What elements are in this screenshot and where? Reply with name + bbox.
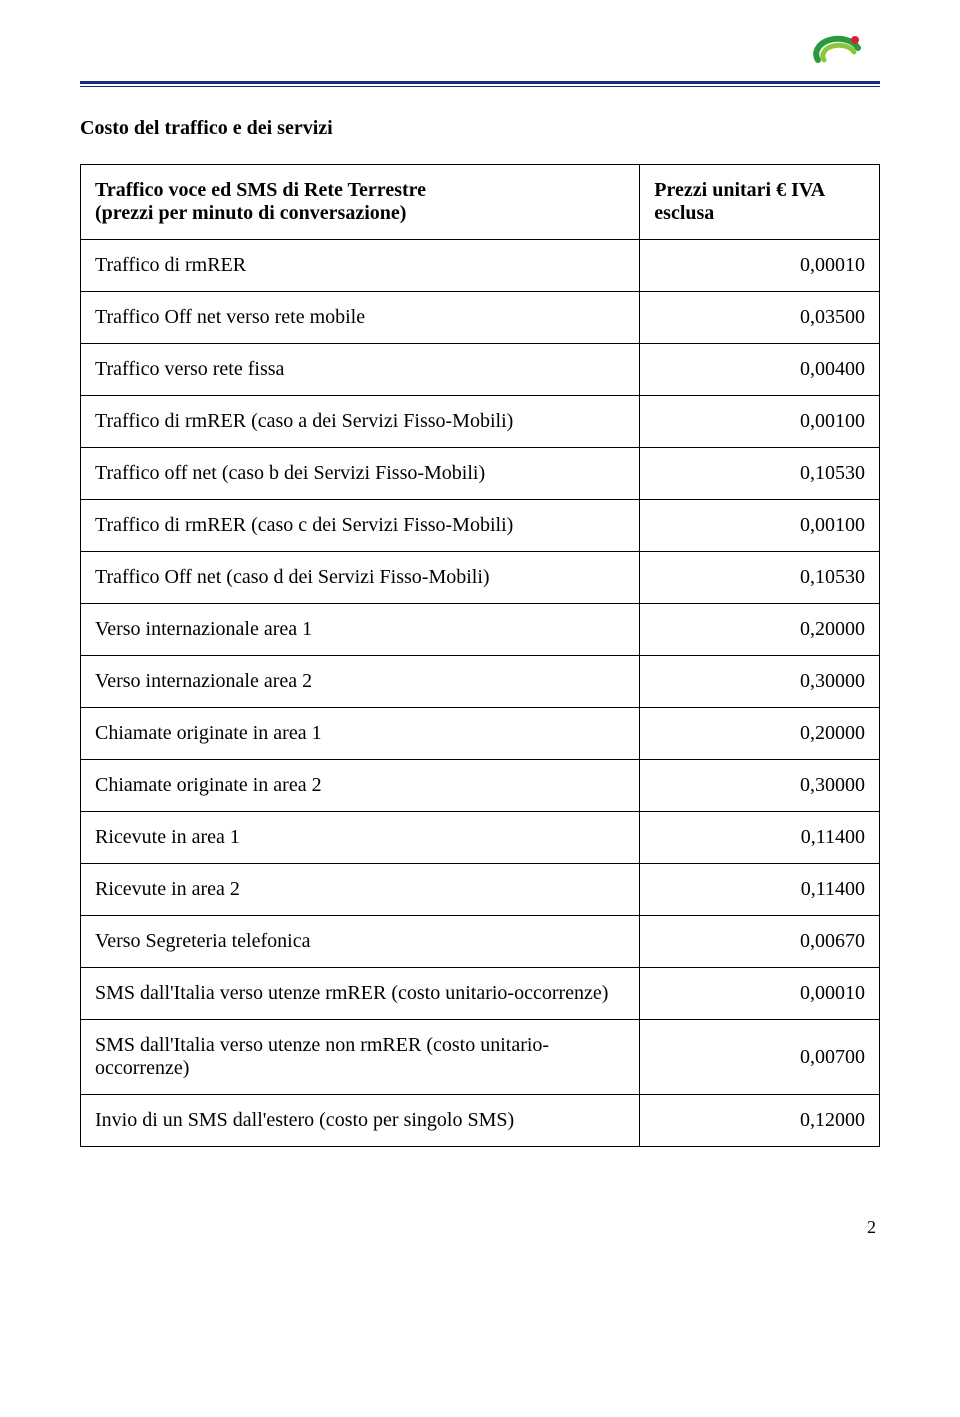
table-row: Traffico off net (caso b dei Servizi Fis… <box>81 448 880 500</box>
row-label: Verso Segreteria telefonica <box>81 916 640 968</box>
table-row: Traffico Off net (caso d dei Servizi Fis… <box>81 552 880 604</box>
row-value: 0,10530 <box>640 552 880 604</box>
table-row: SMS dall'Italia verso utenze rmRER (cost… <box>81 968 880 1020</box>
row-label: Verso internazionale area 2 <box>81 656 640 708</box>
table-row: SMS dall'Italia verso utenze non rmRER (… <box>81 1020 880 1095</box>
table-row: Traffico verso rete fissa0,00400 <box>81 344 880 396</box>
table-header-row: Traffico voce ed SMS di Rete Terrestre (… <box>81 165 880 240</box>
table-row: Invio di un SMS dall'estero (costo per s… <box>81 1095 880 1147</box>
row-value: 0,00100 <box>640 396 880 448</box>
page-title: Costo del traffico e dei servizi <box>80 117 880 140</box>
table-row: Verso internazionale area 20,30000 <box>81 656 880 708</box>
row-value: 0,11400 <box>640 864 880 916</box>
row-value: 0,00010 <box>640 968 880 1020</box>
row-label: Traffico di rmRER (caso a dei Servizi Fi… <box>81 396 640 448</box>
header-left-line1: Traffico voce ed SMS di Rete Terrestre <box>95 179 426 201</box>
row-value: 0,20000 <box>640 604 880 656</box>
logo-icon <box>810 30 870 77</box>
table-row: Verso Segreteria telefonica0,00670 <box>81 916 880 968</box>
row-label: Traffico off net (caso b dei Servizi Fis… <box>81 448 640 500</box>
header-logo-wrap <box>80 30 880 77</box>
table-row: Traffico di rmRER (caso c dei Servizi Fi… <box>81 500 880 552</box>
row-label: Ricevute in area 1 <box>81 812 640 864</box>
row-label: Traffico Off net verso rete mobile <box>81 292 640 344</box>
header-rule <box>80 81 880 87</box>
row-value: 0,11400 <box>640 812 880 864</box>
table-row: Ricevute in area 20,11400 <box>81 864 880 916</box>
row-label: SMS dall'Italia verso utenze non rmRER (… <box>81 1020 640 1095</box>
row-label: Ricevute in area 2 <box>81 864 640 916</box>
row-value: 0,20000 <box>640 708 880 760</box>
row-value: 0,00400 <box>640 344 880 396</box>
table-row: Chiamate originate in area 10,20000 <box>81 708 880 760</box>
table-row: Ricevute in area 10,11400 <box>81 812 880 864</box>
row-value: 0,00670 <box>640 916 880 968</box>
header-left-line2: (prezzi per minuto di conversazione) <box>95 202 406 224</box>
row-label: Traffico verso rete fissa <box>81 344 640 396</box>
row-label: Traffico Off net (caso d dei Servizi Fis… <box>81 552 640 604</box>
row-value: 0,10530 <box>640 448 880 500</box>
row-label: Chiamate originate in area 1 <box>81 708 640 760</box>
row-label: Invio di un SMS dall'estero (costo per s… <box>81 1095 640 1147</box>
row-value: 0,00010 <box>640 240 880 292</box>
row-value: 0,00700 <box>640 1020 880 1095</box>
row-label: Chiamate originate in area 2 <box>81 760 640 812</box>
table-row: Traffico di rmRER (caso a dei Servizi Fi… <box>81 396 880 448</box>
table-row: Verso internazionale area 10,20000 <box>81 604 880 656</box>
row-value: 0,30000 <box>640 656 880 708</box>
page-number: 2 <box>80 1217 880 1238</box>
table-row: Chiamate originate in area 20,30000 <box>81 760 880 812</box>
row-label: Verso internazionale area 1 <box>81 604 640 656</box>
table-row: Traffico Off net verso rete mobile0,0350… <box>81 292 880 344</box>
row-value: 0,03500 <box>640 292 880 344</box>
row-label: SMS dall'Italia verso utenze rmRER (cost… <box>81 968 640 1020</box>
header-right: Prezzi unitari € IVA esclusa <box>640 165 880 240</box>
table-row: Traffico di rmRER0,00010 <box>81 240 880 292</box>
row-value: 0,12000 <box>640 1095 880 1147</box>
row-value: 0,30000 <box>640 760 880 812</box>
row-label: Traffico di rmRER <box>81 240 640 292</box>
pricing-table: Traffico voce ed SMS di Rete Terrestre (… <box>80 164 880 1147</box>
row-value: 0,00100 <box>640 500 880 552</box>
header-left: Traffico voce ed SMS di Rete Terrestre (… <box>81 165 640 240</box>
row-label: Traffico di rmRER (caso c dei Servizi Fi… <box>81 500 640 552</box>
